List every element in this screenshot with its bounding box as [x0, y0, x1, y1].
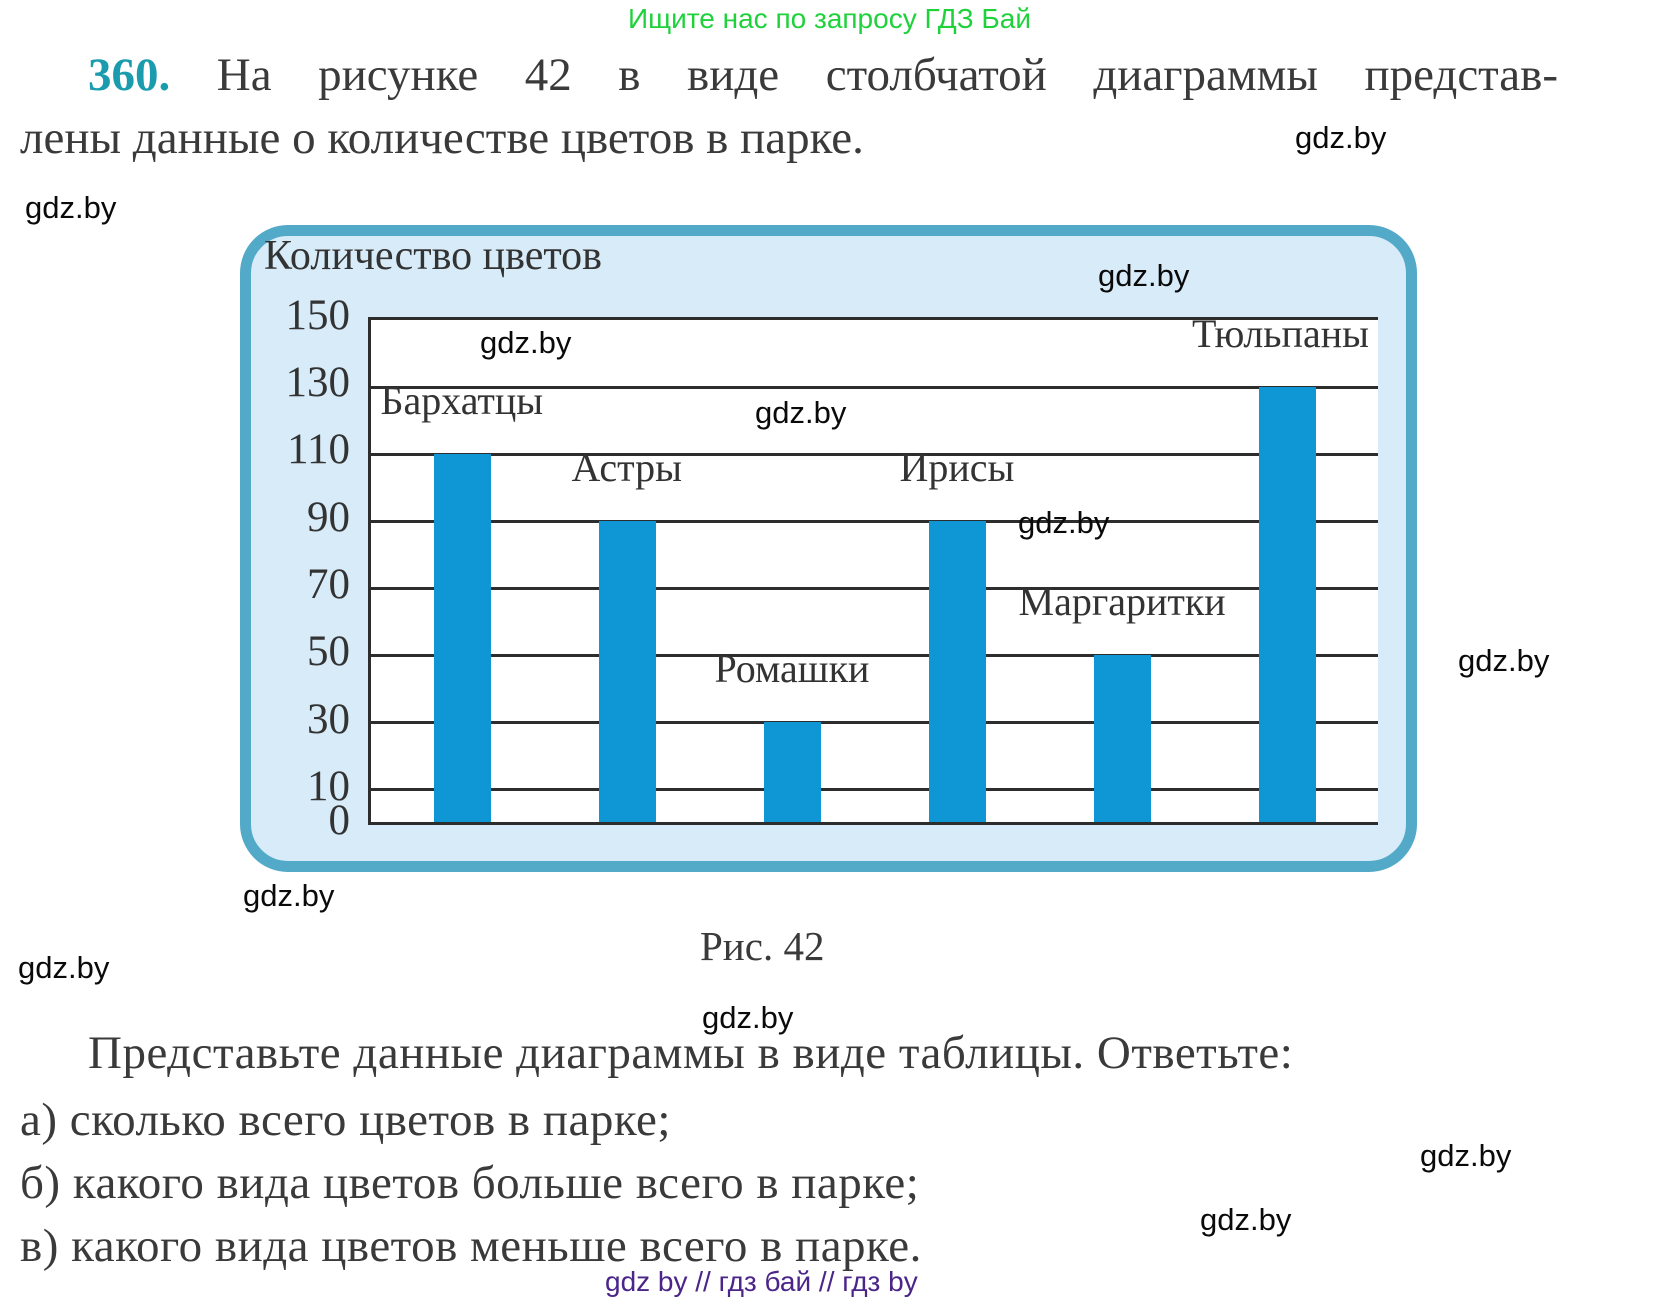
- bar-Астры: [598, 520, 656, 822]
- bar-Маргаритки: [1093, 654, 1151, 822]
- question-item-v: в) какого вида цветов меньше всего в пар…: [20, 1220, 922, 1272]
- category-label: Астры: [571, 444, 683, 490]
- y-axis-tick-label: 70: [307, 560, 350, 608]
- category-label: Тюльпаны: [1192, 310, 1369, 356]
- gdzby-watermark: gdz.by: [1295, 120, 1387, 155]
- gdzby-watermark: gdz.by: [702, 1000, 794, 1035]
- instruction-text: Представьте данные диаграммы в виде табл…: [88, 1027, 1294, 1079]
- gridline: [371, 519, 1378, 523]
- y-axis-tick-label: 150: [285, 291, 351, 339]
- problem-statement: 360. На рисунке 42 в виде столбчатой диа…: [20, 44, 1558, 170]
- gdzby-watermark: gdz.by: [1018, 505, 1110, 540]
- problem-number: 360.: [88, 49, 171, 101]
- y-axis-tick-label: 130: [285, 358, 351, 406]
- gdzby-watermark: gdz.by: [1098, 258, 1190, 293]
- gridline: [371, 787, 1378, 791]
- chart-title: Количество цветов: [264, 233, 602, 279]
- category-label: Ирисы: [899, 444, 1015, 490]
- gdzby-watermark: gdz.by: [1200, 1202, 1292, 1237]
- gdzby-watermark: gdz.by: [25, 190, 117, 225]
- gridline: [371, 452, 1378, 456]
- gdzby-watermark: gdz.by: [18, 950, 110, 985]
- question-item-a: а) сколько всего цветов в парке;: [20, 1094, 671, 1146]
- gdzby-watermark: gdz.by: [1458, 643, 1550, 678]
- category-label: Маргаритки: [1018, 578, 1226, 624]
- problem-statement-line1: 360. На рисунке 42 в виде столбчатой диа…: [88, 44, 1558, 107]
- gridline: [371, 653, 1378, 657]
- y-axis-tick-label: 10: [307, 762, 350, 810]
- question-item-b: б) какого вида цветов больше всего в пар…: [20, 1157, 920, 1209]
- gdzby-watermark: gdz.by: [243, 878, 335, 913]
- gridline: [371, 385, 1378, 389]
- y-axis-tick-label: 0: [328, 796, 351, 844]
- y-axis-tick-label: 50: [307, 628, 350, 676]
- gdzby-watermark: gdz.by: [1420, 1138, 1512, 1173]
- y-axis-tick-label: 110: [287, 426, 350, 474]
- top-banner-text: Ищите нас по запросу ГДЗ Бай: [627, 3, 1032, 34]
- problem-text-line2: лены данные о количестве цветов в парке.: [20, 112, 864, 164]
- gdzby-watermark: gdz.by: [755, 395, 847, 430]
- y-axis-tick-label: 30: [307, 695, 350, 743]
- problem-text-line1: На рисунке 42 в виде столбчатой диаграмм…: [216, 49, 1558, 101]
- gdzby-watermark: gdz.by: [480, 325, 572, 360]
- bar-Тюльпаны: [1258, 386, 1316, 822]
- gridline: [371, 720, 1378, 724]
- gridline: [371, 586, 1378, 590]
- figure-caption: Рис. 42: [700, 923, 825, 969]
- category-label: Бархатцы: [380, 377, 544, 423]
- category-label: Ромашки: [714, 645, 870, 691]
- bar-Ромашки: [763, 721, 821, 822]
- bar-Ирисы: [928, 520, 986, 822]
- y-axis-tick-label: 90: [307, 493, 350, 541]
- bar-Бархатцы: [433, 453, 491, 822]
- bar-chart-plot-area: [368, 317, 1378, 825]
- footer-watermark-line: gdz by // гдз бай // гдз by: [605, 1266, 918, 1297]
